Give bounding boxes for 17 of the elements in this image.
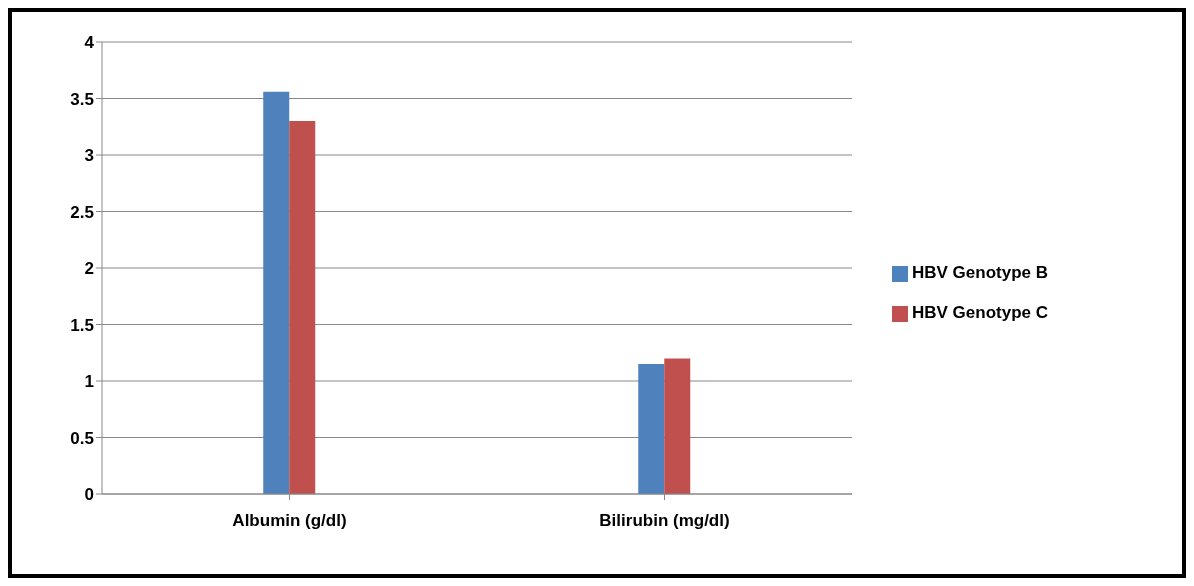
bar	[664, 358, 691, 494]
y-tick-label: 3.5	[70, 89, 94, 109]
x-tick-label: Albumin (g/dl)	[232, 511, 347, 531]
y-tick-label: 1.5	[70, 315, 94, 335]
y-tick-label: 2.5	[70, 202, 94, 222]
legend-label: HBV Genotype B	[912, 263, 1049, 282]
bar	[289, 121, 316, 494]
y-tick-label: 4	[84, 33, 95, 53]
legend-label: HBV Genotype C	[912, 303, 1049, 322]
y-tick-label: 1	[84, 372, 94, 392]
bar	[638, 364, 665, 494]
bar	[263, 91, 290, 494]
y-tick-label: 0.5	[70, 428, 94, 448]
y-tick-label: 2	[84, 259, 94, 279]
y-tick-label: 0	[84, 485, 94, 505]
x-tick-label: Bilirubin (mg/dl)	[599, 511, 730, 531]
y-tick-label: 3	[84, 146, 94, 166]
